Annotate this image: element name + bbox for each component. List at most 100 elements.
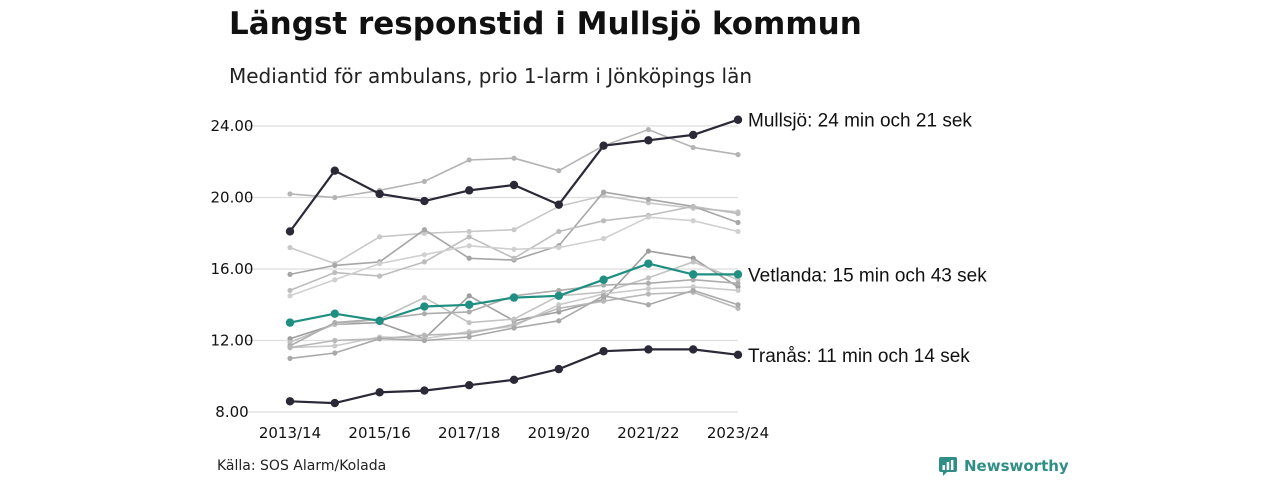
data-point-vetlanda [375, 316, 384, 326]
data-point-vetlanda [554, 291, 563, 301]
data-point [421, 295, 427, 301]
data-point-vetlanda [733, 270, 743, 279]
x-tick-label: 2017/18 [438, 424, 500, 442]
data-point [287, 293, 293, 299]
data-point [332, 350, 338, 356]
source-note: Källa: SOS Alarm/Kolada [217, 458, 387, 474]
data-point [690, 259, 696, 265]
data-point-vetlanda [599, 275, 608, 284]
brand-name: Newsworthy [964, 457, 1069, 475]
newsworthy-logo-icon [939, 457, 957, 476]
data-point [332, 269, 338, 276]
data-point [466, 243, 472, 249]
data-point [690, 255, 696, 261]
data-point [601, 218, 607, 224]
data-point [735, 152, 741, 158]
data-point [466, 228, 472, 235]
data-point [287, 191, 293, 197]
data-point-vetlanda [285, 318, 295, 327]
y-tick-label: 20.00 [211, 189, 254, 207]
chart-subtitle: Mediantid för ambulans, prio 1-larm i Jö… [229, 64, 753, 88]
data-point [690, 287, 696, 294]
x-tick-label: 2021/22 [617, 424, 679, 442]
data-point [601, 298, 607, 304]
data-point [466, 255, 472, 261]
series-line [289, 278, 739, 347]
data-point [735, 287, 741, 294]
y-tick-label: 12.00 [211, 332, 254, 350]
series-label-vetlanda: Vetlanda: 15 min och 43 sek [748, 265, 987, 286]
data-point [377, 234, 383, 240]
data-point [466, 330, 472, 336]
data-point [287, 244, 293, 251]
data-point-tranås [733, 350, 743, 359]
data-point [332, 194, 338, 201]
data-point [690, 277, 696, 283]
data-point [466, 157, 472, 163]
data-point [287, 355, 293, 361]
data-point [511, 325, 517, 331]
data-point [645, 200, 652, 206]
data-point-tranås [465, 380, 474, 390]
brand-logo: Newsworthy [938, 456, 1069, 476]
data-point-mullsjö [285, 227, 295, 236]
data-point [377, 336, 383, 342]
data-point [556, 244, 562, 251]
data-point-tranås [554, 364, 563, 374]
data-point [735, 210, 741, 217]
data-point [332, 337, 338, 344]
data-point [287, 345, 293, 351]
highlight-series [285, 115, 743, 408]
data-point-tranås [509, 375, 519, 385]
data-point [466, 309, 472, 315]
data-point [735, 277, 741, 283]
data-point [466, 320, 472, 326]
data-point-tranås [689, 345, 698, 354]
data-point [601, 293, 607, 299]
data-point-tranås [420, 386, 429, 395]
data-point-vetlanda [509, 293, 519, 302]
data-point [511, 255, 517, 261]
data-point [645, 196, 652, 202]
data-point [287, 287, 293, 294]
data-point [735, 284, 741, 290]
data-point [645, 275, 652, 281]
data-point [645, 126, 652, 133]
data-point-tranås [330, 398, 339, 408]
data-point-mullsjö [644, 136, 653, 145]
data-point [421, 311, 427, 317]
data-point [287, 339, 293, 345]
data-point [332, 343, 338, 349]
data-point [511, 246, 517, 252]
data-point-tranås [285, 397, 295, 406]
data-point [287, 271, 293, 277]
data-point [601, 282, 607, 288]
data-point-mullsjö [599, 141, 608, 150]
data-point [556, 287, 562, 294]
x-tick-label: 2013/14 [259, 424, 321, 442]
data-point-mullsjö [465, 186, 474, 195]
data-point [421, 230, 427, 236]
data-point-vetlanda [689, 270, 698, 279]
data-point [421, 252, 427, 258]
data-point-mullsjö [733, 115, 743, 124]
data-point-vetlanda [330, 309, 339, 318]
data-point [690, 218, 696, 224]
data-point-vetlanda [465, 300, 474, 309]
data-point [601, 189, 607, 195]
data-point [377, 261, 383, 267]
data-point-tranås [644, 345, 653, 354]
x-tick-label: 2023/24 [707, 424, 769, 442]
data-point-vetlanda [644, 259, 653, 268]
data-point [332, 320, 338, 326]
data-point-mullsjö [554, 200, 563, 209]
data-point [735, 302, 741, 308]
data-point [556, 302, 562, 308]
data-point-tranås [375, 388, 384, 397]
data-point [556, 305, 562, 311]
data-point [690, 284, 696, 290]
data-point [466, 293, 472, 299]
data-point [645, 280, 652, 286]
y-axis-ticks: 8.00 12.00 16.00 20.00 24.00 [211, 117, 254, 421]
